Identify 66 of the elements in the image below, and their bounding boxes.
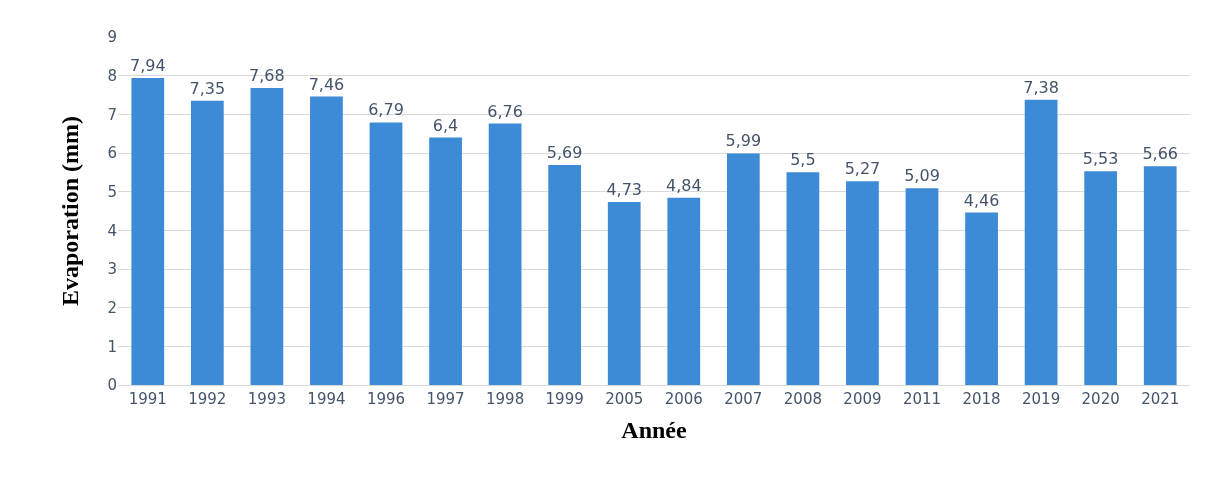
data-label: 5,53 [1082, 149, 1119, 169]
x-tick-label: 1996 [366, 390, 406, 408]
data-label: 7,38 [1023, 77, 1059, 97]
data-label: 5,27 [844, 159, 881, 179]
x-tick-label: 1994 [307, 390, 346, 408]
bar [667, 197, 701, 385]
bar [786, 172, 820, 385]
bar [1143, 166, 1177, 385]
x-tick-label: 1992 [188, 390, 227, 408]
x-axis-title: Année [621, 417, 688, 444]
y-tick-label: 6 [107, 144, 117, 163]
x-tick-label: 2020 [1081, 390, 1120, 408]
data-label: 4,73 [606, 180, 643, 200]
y-tick-label: 8 [107, 66, 117, 85]
x-tick-label: 2011 [902, 390, 942, 408]
data-label: 5,66 [1142, 144, 1179, 164]
data-label: 5,09 [904, 166, 940, 186]
x-tick-label: 2018 [962, 390, 1001, 408]
bar [369, 122, 403, 385]
data-label: 7,46 [308, 74, 345, 94]
y-tick-label: 0 [107, 376, 117, 395]
x-tick-label: 1993 [247, 390, 286, 408]
x-tick-label: 2008 [783, 390, 822, 408]
bar [310, 96, 343, 385]
data-label: 5,99 [725, 131, 762, 151]
data-label: 4,84 [665, 175, 702, 195]
x-tick-label: 1997 [426, 390, 465, 408]
y-tick-label: 4 [107, 221, 117, 240]
bar [429, 137, 462, 385]
y-tick-label: 7 [107, 105, 117, 124]
data-label: 6,79 [368, 100, 404, 120]
bar [131, 77, 165, 385]
data-label: 7,35 [189, 78, 226, 98]
x-tick-label: 2007 [724, 390, 763, 408]
data-label: 7,68 [249, 66, 285, 86]
bar [905, 188, 939, 385]
x-tick-label: 1999 [545, 390, 584, 408]
data-label: 4,46 [963, 190, 1000, 210]
y-tick-label: 9 [107, 28, 117, 47]
x-tick-label: 2021 [1141, 390, 1180, 408]
bar [726, 153, 760, 385]
bar [548, 164, 582, 385]
x-tick-label: 2009 [843, 390, 882, 408]
bar [1024, 99, 1058, 385]
y-tick-label: 3 [107, 260, 117, 279]
bar [1084, 171, 1118, 385]
data-label: 7,94 [129, 55, 166, 75]
bar [965, 212, 998, 385]
x-tick-label: 1991 [128, 390, 167, 408]
y-tick-label: 1 [107, 337, 117, 356]
bar [846, 181, 879, 385]
x-tick-label: 2005 [605, 390, 644, 408]
x-tick-label: 2006 [664, 390, 703, 408]
bar [190, 100, 224, 385]
data-label: 5,5 [790, 150, 816, 170]
data-label: 5,69 [546, 142, 583, 162]
y-axis-title: Evaporation (mm) [56, 116, 83, 306]
y-tick-label: 2 [107, 298, 117, 317]
x-tick-label: 1998 [486, 390, 525, 408]
bar [250, 88, 284, 385]
data-label: 6,4 [432, 115, 459, 135]
y-tick-label: 5 [107, 182, 117, 201]
data-label: 6,76 [487, 101, 523, 121]
x-tick-label: 2019 [1022, 390, 1061, 408]
bar [488, 123, 522, 385]
bar [607, 202, 641, 385]
